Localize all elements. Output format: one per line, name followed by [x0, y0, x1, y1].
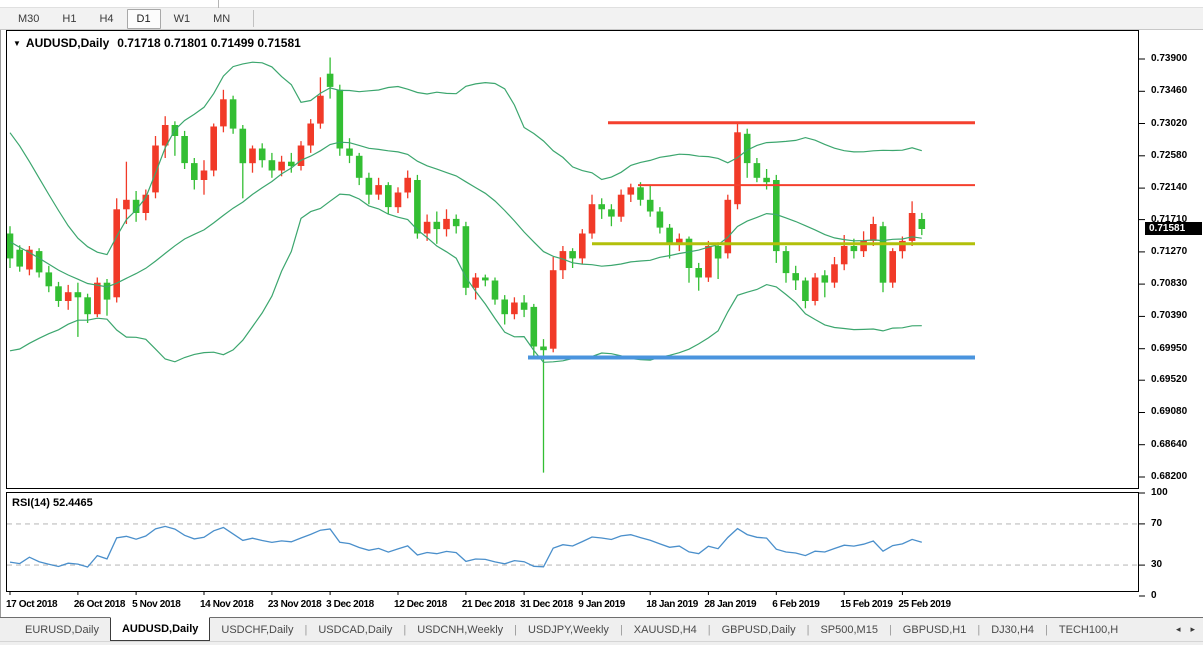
- rsi-tick-label: 70: [1151, 517, 1163, 529]
- price-tick-label: 0.73900: [1151, 53, 1188, 64]
- tab-divider: |: [304, 623, 308, 636]
- price-tick-label: 0.71270: [1151, 245, 1188, 257]
- tab-divider: |: [977, 623, 981, 636]
- rsi-pane[interactable]: [6, 492, 1139, 592]
- tab-audusd-daily[interactable]: AUDUSD,Daily: [109, 617, 211, 641]
- price-tick-label: 0.68200: [1151, 470, 1188, 482]
- date-tick-label: 6 Feb 2019: [772, 599, 820, 610]
- price-tick-label: 0.72140: [1151, 182, 1188, 194]
- price-tick-label: 0.69520: [1151, 374, 1188, 386]
- tab-gbpusd-daily[interactable]: GBPUSD,Daily: [721, 623, 796, 636]
- timeframe-button-d1[interactable]: D1: [126, 8, 161, 29]
- timeframe-button-mn[interactable]: MN: [213, 12, 231, 25]
- price-tick-label: 0.68640: [1151, 438, 1188, 450]
- tab-divider: |: [619, 623, 623, 636]
- tab-usdjpy-weekly[interactable]: USDJPY,Weekly: [528, 623, 609, 636]
- tab-gbpusd-h1[interactable]: GBPUSD,H1: [902, 623, 967, 636]
- date-tick-label: 23 Nov 2018: [267, 599, 322, 610]
- top-strip-separator: [218, 0, 219, 8]
- rsi-indicator-label: RSI(14) 52.4465: [12, 497, 93, 509]
- tab-tech100-h[interactable]: TECH100,H: [1058, 623, 1119, 636]
- date-tick-label: 9 Jan 2019: [578, 599, 625, 610]
- rsi-tick-label: 0: [1151, 590, 1157, 601]
- tab-divider: |: [806, 623, 810, 636]
- date-tick-label: 26 Oct 2018: [73, 599, 126, 610]
- price-tick-label: 0.72580: [1151, 149, 1188, 161]
- tab-xauusd-h4[interactable]: XAUUSD,H4: [633, 623, 697, 636]
- price-tick-label: 0.70390: [1151, 310, 1188, 322]
- date-axis[interactable]: [6, 592, 1139, 617]
- symbol-dropdown-icon[interactable]: ▼: [13, 39, 21, 48]
- chart-title-symbol: AUDUSD,Daily: [25, 36, 110, 50]
- price-tick-label: 0.73020: [1151, 117, 1188, 129]
- timeframe-toolbar: M30 H1 H4 D1 W1 MN: [0, 8, 1203, 30]
- current-price-badge: 0.71581: [1145, 222, 1202, 236]
- symbol-tabbar: EURUSD,Daily AUDUSD,Daily USDCHF,Daily | USD…: [0, 617, 1203, 641]
- tab-scroll-arrows: ◂ ▸: [1176, 618, 1203, 641]
- timeframe-button-m30[interactable]: M30: [18, 12, 40, 25]
- date-tick-label: 14 Nov 2018: [200, 599, 254, 610]
- tab-divider: |: [1045, 623, 1048, 636]
- window-left-edge: [0, 0, 1, 645]
- toolbar-separator: [253, 10, 255, 27]
- tab-eurusd-daily[interactable]: EURUSD,Daily: [25, 623, 99, 636]
- price-axis[interactable]: [1140, 30, 1203, 489]
- date-tick-label: 18 Jan 2019: [646, 599, 698, 610]
- date-tick-label: 17 Oct 2018: [6, 599, 58, 610]
- tab-divider: |: [707, 623, 711, 636]
- main-chart-area[interactable]: [6, 30, 1139, 489]
- date-tick-label: 28 Jan 2019: [704, 599, 757, 610]
- date-tick-label: 3 Dec 2018: [326, 599, 374, 610]
- timeframe-button-h1[interactable]: H1: [62, 12, 77, 25]
- chart-title: ▼ AUDUSD,Daily 0.71718 0.71801 0.71499 0.7…: [13, 36, 301, 50]
- timeframe-button-h4[interactable]: H4: [99, 12, 114, 25]
- price-tick-label: 0.69080: [1151, 406, 1188, 418]
- date-tick-label: 12 Dec 2018: [394, 599, 447, 610]
- tab-divider: |: [403, 623, 407, 636]
- rsi-tick-label: 30: [1151, 559, 1163, 571]
- tab-scroll-right-icon[interactable]: ▸: [1190, 624, 1195, 634]
- price-tick-label: 0.70830: [1151, 278, 1188, 290]
- price-tick-label: 0.71710: [1151, 213, 1188, 225]
- price-tick-label: 0.69950: [1151, 342, 1188, 354]
- tab-dj30-h4[interactable]: DJ30,H4: [991, 623, 1035, 636]
- tab-usdchf-daily[interactable]: USDCHF,Daily: [221, 623, 294, 636]
- date-tick-label: 25 Feb 2019: [898, 599, 951, 610]
- tab-sp500-m15[interactable]: SP500,M15: [820, 623, 878, 636]
- bottom-strip: [0, 641, 1203, 645]
- date-tick-label: 21 Dec 2018: [461, 599, 515, 610]
- tab-usdcnh-weekly[interactable]: USDCNH,Weekly: [417, 623, 504, 636]
- tab-scroll-left-icon[interactable]: ◂: [1175, 624, 1181, 634]
- tab-divider: |: [888, 623, 892, 636]
- tab-divider: |: [514, 623, 518, 636]
- timeframe-button-w1[interactable]: W1: [173, 12, 191, 25]
- date-tick-label: 31 Dec 2018: [520, 599, 573, 610]
- price-tick-label: 0.73460: [1151, 85, 1188, 97]
- rsi-tick-label: 100: [1151, 487, 1168, 498]
- top-strip: [0, 0, 1203, 8]
- date-tick-label: 5 Nov 2018: [132, 599, 181, 610]
- tab-usdcad-daily[interactable]: USDCAD,Daily: [318, 623, 393, 636]
- chart-title-ohlc: 0.71718 0.71801 0.71499 0.71581: [117, 36, 301, 50]
- date-tick-label: 15 Feb 2019: [840, 599, 893, 610]
